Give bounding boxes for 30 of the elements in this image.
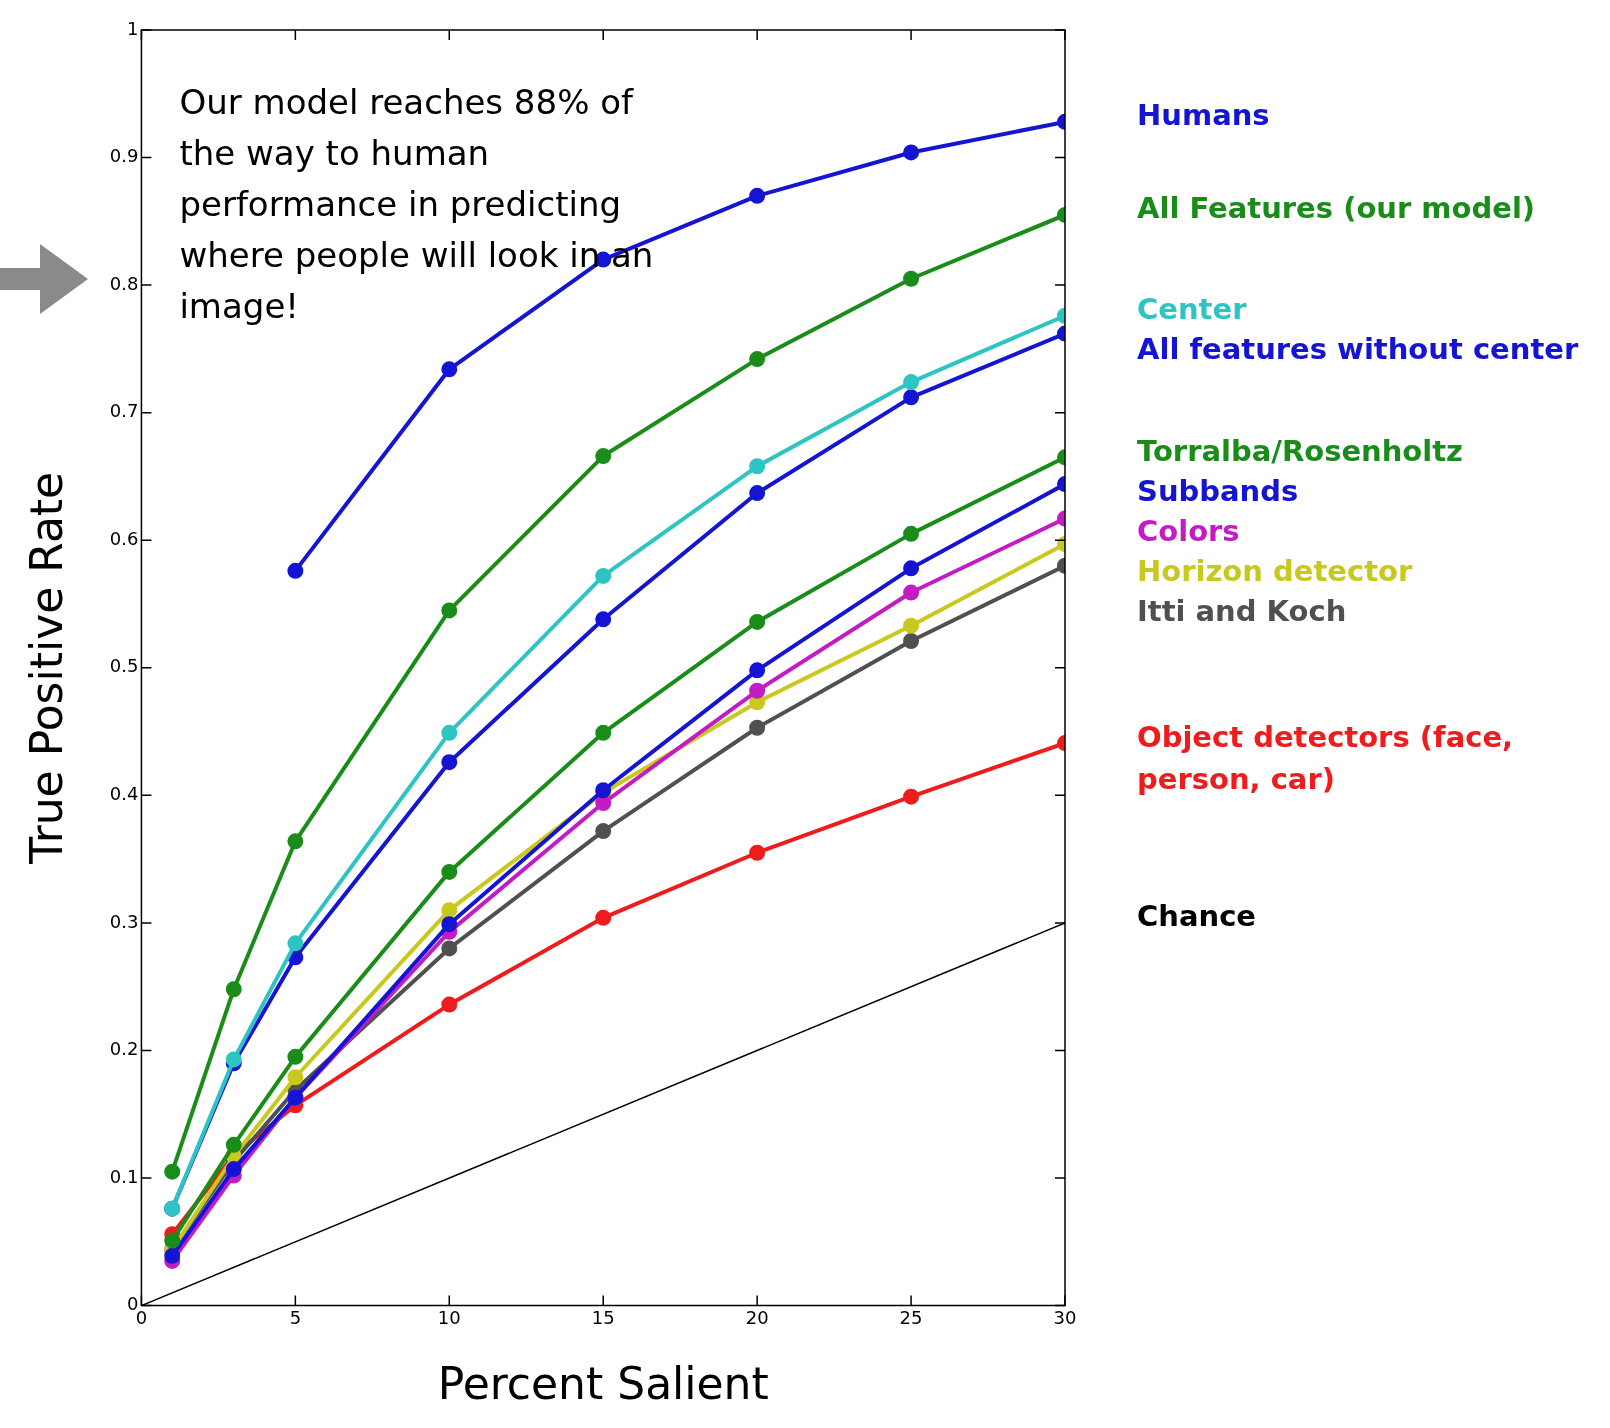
text: Itti and Koch: [1137, 593, 1347, 628]
y-tick-label: 0.8: [109, 272, 139, 294]
text: All Features (our model): [1137, 191, 1536, 226]
text: Humans: [1137, 98, 1270, 133]
y-tick-label: 0.1: [109, 1165, 139, 1187]
text: Chance: [1137, 899, 1257, 934]
y-tick-label: 0.2: [109, 1038, 139, 1060]
text: Object detectors (face, person, car): [1137, 719, 1514, 796]
x-tick-label: 15: [591, 1307, 615, 1329]
y-tick-label: 0.4: [109, 783, 139, 805]
text: All features without center: [1137, 332, 1579, 367]
x-tick-label: 10: [437, 1307, 461, 1329]
y-tick-label: 0.5: [109, 655, 139, 677]
text: Colors: [1137, 513, 1240, 548]
y-tick-label: 0.9: [109, 145, 139, 167]
x-axis-title: Percent Salient: [437, 1358, 769, 1410]
y-tick-label: 0.7: [109, 400, 139, 422]
text: Center: [1137, 292, 1248, 327]
x-tick-label: 30: [1053, 1307, 1077, 1329]
x-tick-label: 5: [289, 1307, 302, 1329]
text: Horizon detector: [1137, 553, 1413, 588]
y-axis-title: True Positive Rate: [20, 471, 72, 865]
x-tick-label: 20: [745, 1307, 769, 1329]
annotation: Our model reaches 88% of the way to human performance in predicting where people will look in an image!: [179, 81, 654, 326]
y-tick-label: 0.6: [109, 527, 139, 549]
text: Torralba/Rosenholtz: [1137, 433, 1463, 468]
y-tick-label: 1: [126, 17, 139, 39]
y-tick-label: 0.3: [109, 910, 139, 932]
x-tick-label: 25: [899, 1307, 923, 1329]
text: Subbands: [1137, 473, 1299, 508]
